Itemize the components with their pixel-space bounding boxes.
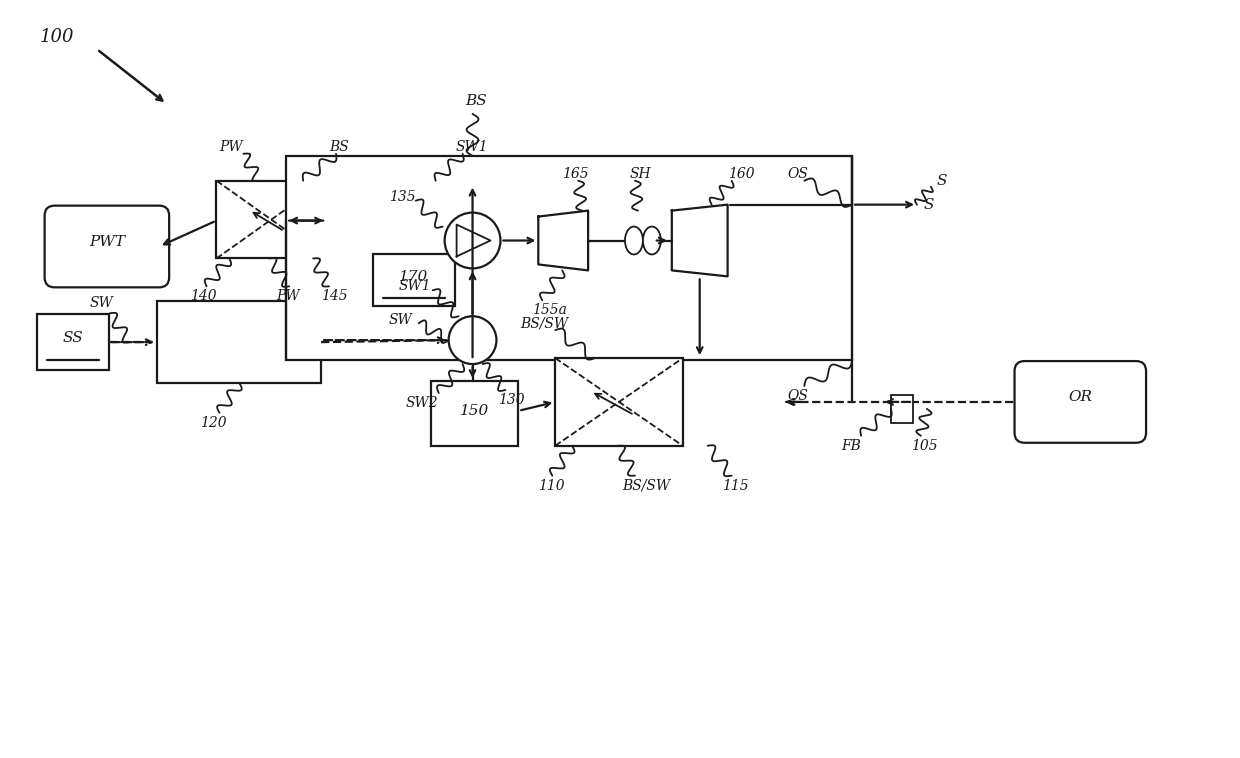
Text: PWT: PWT xyxy=(89,234,125,249)
Text: 145: 145 xyxy=(321,290,347,303)
Bar xyxy=(373,255,455,306)
Text: FB: FB xyxy=(841,439,861,453)
Bar xyxy=(556,358,683,446)
Text: BS/SW: BS/SW xyxy=(521,316,568,330)
Text: SW1: SW1 xyxy=(455,140,489,154)
Polygon shape xyxy=(672,205,728,277)
Text: PW: PW xyxy=(219,140,243,154)
Text: 170: 170 xyxy=(399,271,428,284)
Polygon shape xyxy=(538,211,588,271)
Text: SH: SH xyxy=(630,167,651,180)
Text: BS/SW: BS/SW xyxy=(622,478,670,493)
Text: SS: SS xyxy=(63,331,83,345)
Text: S: S xyxy=(937,174,947,188)
Circle shape xyxy=(445,212,501,268)
Text: 135: 135 xyxy=(389,190,415,204)
Bar xyxy=(430,381,518,446)
Text: 160: 160 xyxy=(728,167,754,180)
Text: 110: 110 xyxy=(538,478,565,493)
Bar xyxy=(217,180,326,258)
Text: 140: 140 xyxy=(190,290,216,303)
Text: SW1: SW1 xyxy=(399,280,432,293)
Text: 155a: 155a xyxy=(532,303,567,318)
Circle shape xyxy=(449,316,496,364)
Text: 130: 130 xyxy=(498,393,525,407)
Text: BS: BS xyxy=(465,94,487,108)
Text: 105: 105 xyxy=(911,439,937,453)
Text: OR: OR xyxy=(1069,390,1092,404)
Text: BS: BS xyxy=(329,140,348,154)
Text: 115: 115 xyxy=(722,478,748,493)
Bar xyxy=(892,395,913,423)
FancyBboxPatch shape xyxy=(45,205,169,287)
Text: 165: 165 xyxy=(562,167,589,180)
Text: 120: 120 xyxy=(200,416,226,430)
Text: OS: OS xyxy=(787,389,808,403)
Text: OS: OS xyxy=(787,167,808,180)
Text: SW2: SW2 xyxy=(405,396,439,410)
FancyBboxPatch shape xyxy=(1014,361,1146,443)
Bar xyxy=(156,301,321,383)
Text: PW: PW xyxy=(277,290,300,303)
Bar xyxy=(37,315,109,370)
Text: S: S xyxy=(924,198,935,211)
Text: 150: 150 xyxy=(460,404,489,418)
Ellipse shape xyxy=(625,227,642,255)
Text: SW: SW xyxy=(91,296,114,310)
Ellipse shape xyxy=(642,227,661,255)
Bar xyxy=(286,156,852,360)
Text: SW: SW xyxy=(389,313,413,327)
Text: 100: 100 xyxy=(40,28,74,46)
